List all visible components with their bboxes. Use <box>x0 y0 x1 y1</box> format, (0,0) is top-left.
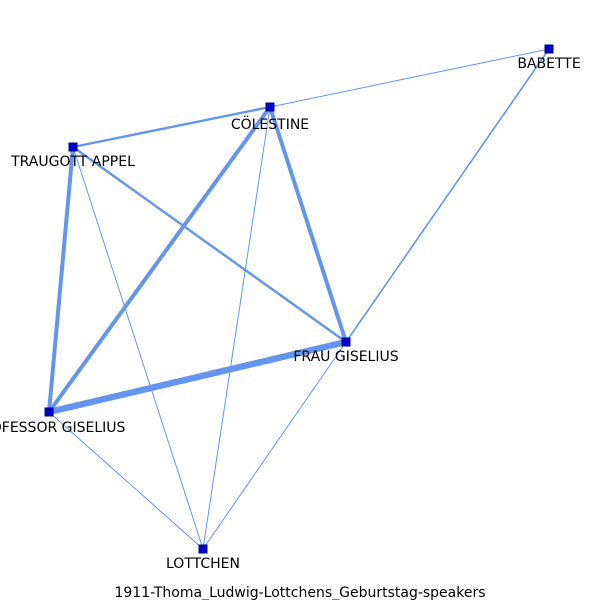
labels-layer: BABETTE CÖLESTINE TRAUGOTT APPEL FRAU GISEL… <box>0 56 581 572</box>
node-babette[interactable] <box>544 44 554 54</box>
node-frau[interactable] <box>341 337 351 347</box>
node-colestine[interactable] <box>265 102 275 112</box>
edge-professor-lottchen <box>48 411 204 550</box>
graph-caption: 1911-Thoma_Ludwig-Lottchens_Geburtstag-s… <box>114 585 485 600</box>
node-label-professor: PROFESSOR GISELIUS <box>0 420 126 436</box>
node-label-frau: FRAU GISELIUS <box>293 349 398 365</box>
edge-traugott-lottchen <box>72 146 204 550</box>
edge-frau-babette <box>345 48 550 343</box>
edge-colestine-lottchen <box>202 106 271 550</box>
node-traugott[interactable] <box>68 142 78 152</box>
node-lottchen[interactable] <box>198 544 208 554</box>
edge-traugott-frau <box>72 146 347 343</box>
edge-traugott-professor <box>47 146 75 413</box>
edge-colestine-professor <box>47 105 272 414</box>
nodes-layer <box>44 44 554 554</box>
node-label-babette: BABETTE <box>517 56 580 72</box>
edge-colestine-babette <box>269 48 550 108</box>
node-label-colestine: CÖLESTINE <box>231 115 309 133</box>
edge-frau-lottchen <box>202 341 347 550</box>
edge-colestine-frau <box>268 106 348 343</box>
edges-layer <box>47 48 550 550</box>
node-label-traugott: TRAUGOTT APPEL <box>10 154 135 170</box>
edge-traugott-colestine <box>72 105 271 149</box>
node-label-lottchen: LOTTCHEN <box>166 556 240 572</box>
edge-professor-frau <box>48 338 347 416</box>
node-professor[interactable] <box>44 407 54 417</box>
